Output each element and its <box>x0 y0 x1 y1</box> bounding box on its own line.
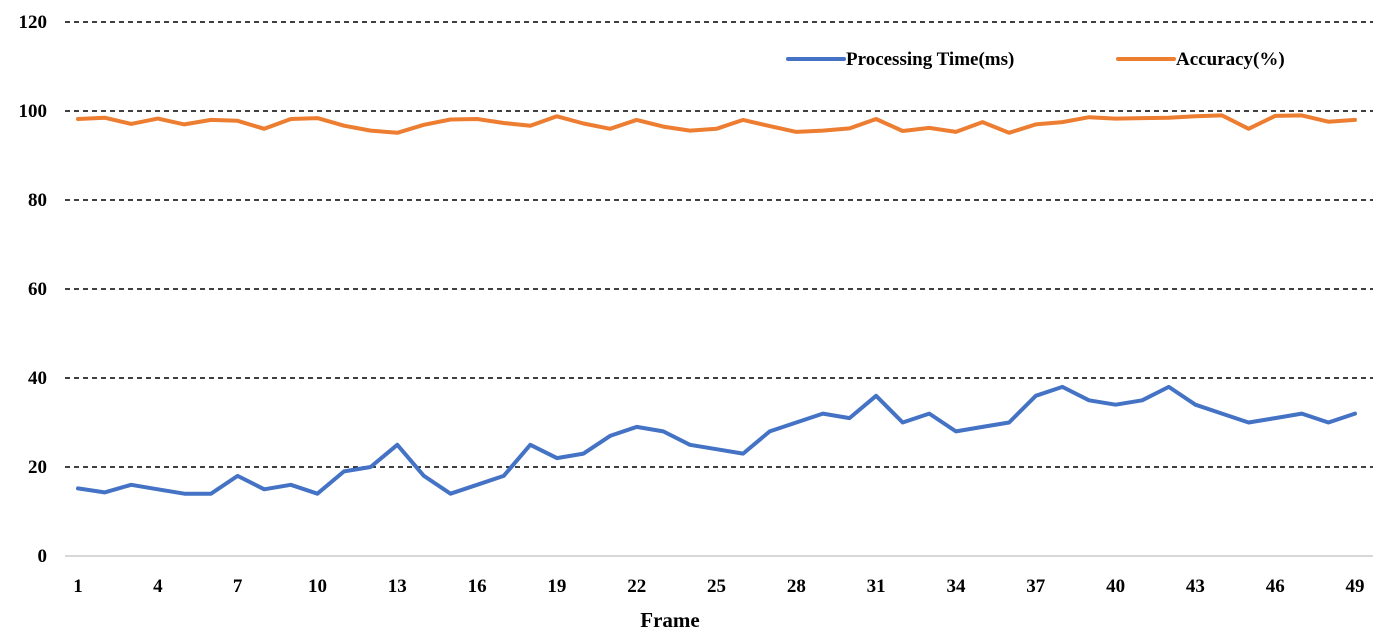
x-tick-label: 25 <box>707 576 726 597</box>
series-lines <box>76 113 1357 496</box>
x-tick-label: 7 <box>233 576 243 597</box>
x-tick-label: 46 <box>1266 576 1285 597</box>
x-tick-label: 16 <box>468 576 487 597</box>
x-tick-label: 1 <box>73 576 83 597</box>
x-tick-label: 19 <box>547 576 566 597</box>
x-tick-label: 40 <box>1106 576 1125 597</box>
grid-lines <box>65 21 1373 557</box>
legend: Processing Time(ms) Accuracy(%) <box>786 49 1285 70</box>
y-tick-label: 100 <box>19 101 48 122</box>
x-tick-label: 28 <box>787 576 806 597</box>
x-tick-label: 31 <box>867 576 886 597</box>
x-tick-label: 22 <box>627 576 646 597</box>
x-tick-label: 34 <box>946 576 966 597</box>
x-axis-title: Frame <box>640 608 699 632</box>
legend-label: Accuracy(%) <box>1176 49 1285 70</box>
y-tick-label: 0 <box>38 546 48 567</box>
series-line-processing-time <box>76 384 1357 496</box>
x-tick-label: 43 <box>1186 576 1205 597</box>
x-tick-label: 49 <box>1346 576 1365 597</box>
x-tick-label: 13 <box>388 576 407 597</box>
x-tick-label: 37 <box>1026 576 1046 597</box>
y-tick-label: 120 <box>19 12 48 33</box>
y-axis-ticks: 0 20 40 60 80 100 120 <box>19 12 48 567</box>
legend-label: Processing Time(ms) <box>846 49 1014 70</box>
y-tick-label: 40 <box>28 368 47 389</box>
series-line-accuracy <box>76 113 1357 135</box>
x-tick-label: 10 <box>308 576 327 597</box>
x-tick-label: 4 <box>153 576 163 597</box>
y-tick-label: 80 <box>28 190 47 211</box>
y-tick-label: 20 <box>28 457 47 478</box>
y-tick-label: 60 <box>28 279 47 300</box>
x-axis-ticks: 1 4 7 10 13 16 19 22 25 28 31 34 37 40 43 46 49 <box>73 576 1364 597</box>
